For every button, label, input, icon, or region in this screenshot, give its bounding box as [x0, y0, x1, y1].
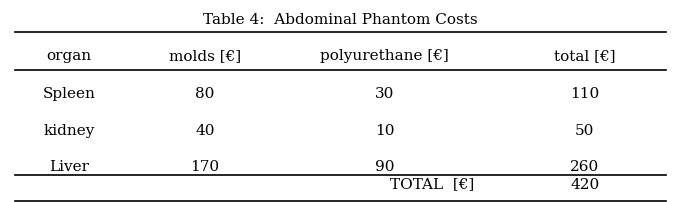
- Text: 10: 10: [375, 123, 394, 137]
- Text: 420: 420: [570, 177, 599, 191]
- Text: kidney: kidney: [44, 123, 95, 137]
- Text: Liver: Liver: [49, 159, 89, 173]
- Text: 40: 40: [195, 123, 215, 137]
- Text: 110: 110: [570, 87, 599, 101]
- Text: 260: 260: [570, 159, 599, 173]
- Text: Table 4:  Abdominal Phantom Costs: Table 4: Abdominal Phantom Costs: [203, 13, 478, 27]
- Text: TOTAL  [€]: TOTAL [€]: [390, 177, 474, 191]
- Text: 170: 170: [190, 159, 219, 173]
- Text: 80: 80: [195, 87, 215, 101]
- Text: 90: 90: [375, 159, 394, 173]
- Text: molds [€]: molds [€]: [169, 49, 241, 63]
- Text: 50: 50: [575, 123, 595, 137]
- Text: Spleen: Spleen: [43, 87, 95, 101]
- Text: total [€]: total [€]: [554, 49, 616, 63]
- Text: polyurethane [€]: polyurethane [€]: [320, 49, 449, 63]
- Text: 30: 30: [375, 87, 394, 101]
- Text: organ: organ: [47, 49, 92, 63]
